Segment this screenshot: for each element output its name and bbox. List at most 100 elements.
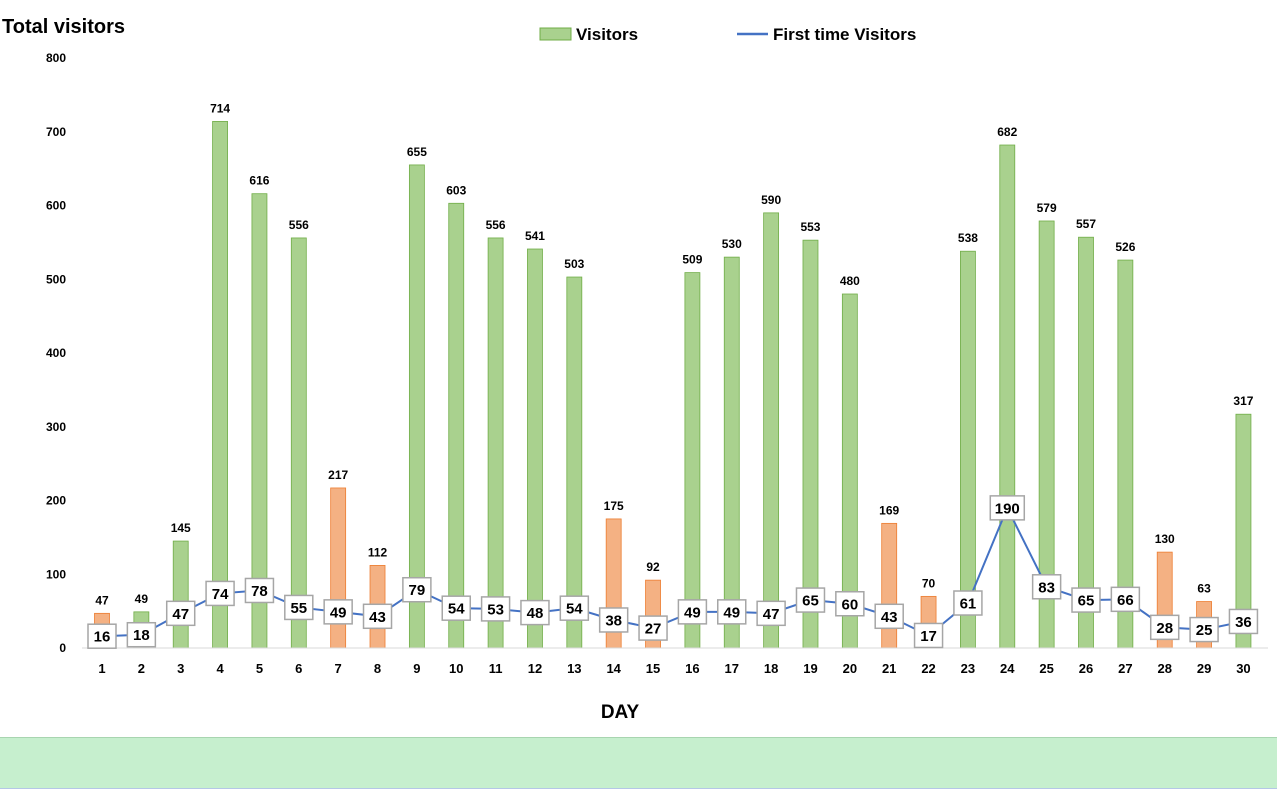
x-tick-label: 8 [374, 661, 381, 676]
first-time-label-box [1228, 608, 1259, 635]
x-tick-label: 7 [335, 661, 342, 676]
chart-title: Total visitors [2, 16, 125, 38]
first-time-label-box [126, 621, 157, 648]
first-time-label-box [756, 600, 786, 627]
visitors-bar-label: 530 [722, 237, 742, 251]
first-time-label: 43 [369, 609, 386, 626]
visitors-bar-label: 538 [958, 231, 978, 245]
visitors-bar-label: 63 [1197, 582, 1211, 596]
visitors-bar-label: 217 [328, 468, 348, 482]
first-time-label-box [441, 595, 471, 621]
x-tick-label: 1 [98, 661, 105, 676]
first-time-label: 38 [605, 612, 622, 629]
visitors-bar [448, 202, 465, 649]
y-tick-label: 500 [46, 272, 66, 286]
legend-visitors-swatch [539, 27, 572, 41]
bar-data-labels: 47 49 145 714 616 556 217 112 655 603 556 541 503 175… [95, 101, 1253, 607]
x-tick-label: 19 [803, 661, 817, 676]
y-tick-label: 0 [59, 641, 66, 655]
first-time-label-box [284, 594, 314, 621]
visitors-bar [684, 272, 701, 649]
visitors-bar-label: 603 [446, 183, 466, 197]
x-tick-label: 10 [449, 661, 463, 676]
first-time-label-box [1071, 587, 1101, 613]
first-time-label: 47 [763, 606, 780, 623]
x-tick-label: 9 [413, 661, 420, 676]
visitors-bar-label: 169 [879, 503, 899, 517]
x-tick-label: 3 [177, 661, 184, 676]
first-time-visitors-line [101, 505, 1244, 638]
first-time-label-box [244, 577, 275, 604]
visitors-bar-label: 112 [368, 545, 388, 559]
x-tick-label: 14 [606, 661, 621, 676]
first-time-label-box [717, 599, 747, 625]
first-time-label-box [559, 595, 590, 621]
first-time-label: 25 [1196, 622, 1213, 639]
first-time-label-box [795, 587, 826, 613]
x-tick-label: 6 [295, 661, 302, 676]
first-time-label: 18 [133, 627, 150, 644]
first-time-label: 49 [330, 604, 347, 621]
first-time-label: 17 [920, 628, 937, 645]
first-time-label-box [874, 603, 904, 630]
x-tick-label: 27 [1118, 661, 1132, 676]
visitors-bar-label: 70 [922, 576, 936, 590]
visitors-bar-label: 541 [525, 229, 545, 243]
visitors-bar [487, 237, 504, 649]
visitors-bar [999, 144, 1016, 649]
first-time-label: 43 [881, 609, 898, 626]
x-tick-label: 12 [528, 661, 542, 676]
visitors-bar [408, 164, 425, 649]
visitors-bar [566, 276, 583, 649]
first-time-label-box [362, 603, 393, 630]
visitors-bar [172, 540, 189, 649]
x-axis: 1 2 3 4 5 6 7 8 9 10 11 12 13 14 15 16 17 18 19 20 21 22 23 24 2… [98, 661, 1250, 676]
first-time-label-box [835, 591, 865, 617]
first-time-label: 47 [172, 606, 189, 623]
first-time-label: 54 [448, 601, 465, 618]
first-time-label-box [87, 623, 117, 649]
visitors-bar-label: 655 [407, 145, 427, 159]
x-tick-label: 11 [489, 661, 503, 676]
x-tick-label: 18 [764, 661, 778, 676]
y-axis: 0 100 200 300 400 500 600 700 800 [46, 51, 66, 655]
visitors-bar-label: 49 [135, 592, 149, 606]
first-time-label: 74 [212, 586, 229, 603]
visitors-bar-label: 553 [800, 220, 820, 234]
x-tick-label: 21 [882, 661, 896, 676]
x-tick-label: 25 [1039, 661, 1053, 676]
first-time-label: 79 [409, 582, 426, 599]
visitors-bar [763, 212, 780, 649]
first-time-label: 54 [566, 601, 583, 618]
first-time-label-box [520, 599, 550, 626]
first-time-label: 49 [723, 604, 740, 621]
y-tick-label: 400 [46, 346, 66, 360]
legend-first-time-label: First time Visitors [773, 25, 916, 44]
first-time-label-box [913, 622, 944, 649]
visitors-bar-label: 509 [682, 253, 702, 267]
x-tick-label: 26 [1079, 661, 1093, 676]
x-tick-label: 15 [646, 661, 660, 676]
first-time-label: 65 [1078, 593, 1095, 610]
visitors-bar-label: 616 [249, 174, 269, 188]
visitors-bar [527, 248, 543, 649]
legend-visitors-label: Visitors [576, 25, 638, 44]
first-time-label-box [205, 580, 235, 607]
first-time-label: 78 [251, 583, 268, 600]
visitors-bar-label: 317 [1233, 394, 1253, 408]
first-time-label: 53 [487, 601, 504, 618]
first-time-label: 27 [645, 621, 662, 638]
first-time-label: 61 [960, 596, 977, 613]
visitors-bar-label: 556 [486, 218, 506, 232]
first-time-label: 65 [802, 593, 819, 610]
first-time-label-box [402, 576, 432, 603]
visitors-bar-label: 579 [1037, 201, 1057, 215]
visitors-chart: Total visitors Visitors First time Visit… [2, 16, 1268, 723]
first-time-label-box [598, 607, 629, 633]
first-time-label: 66 [1117, 592, 1134, 609]
y-tick-label: 100 [46, 567, 66, 581]
x-tick-label: 4 [216, 661, 224, 676]
visitors-bar-label: 526 [1115, 240, 1135, 254]
first-time-label-box [480, 596, 511, 622]
first-time-label: 36 [1235, 614, 1252, 631]
